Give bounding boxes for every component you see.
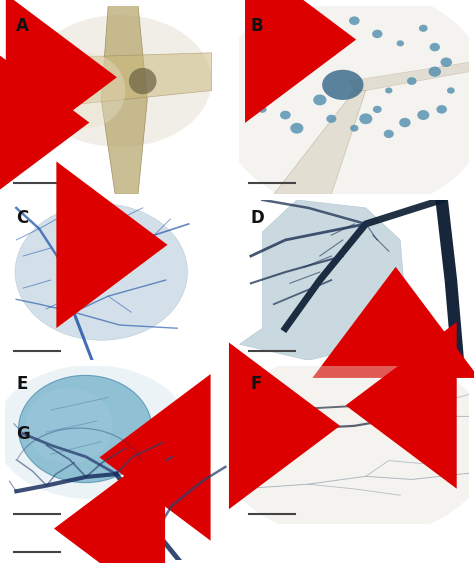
Ellipse shape (18, 376, 152, 482)
Circle shape (372, 30, 383, 38)
Text: C: C (16, 209, 28, 227)
Circle shape (419, 25, 428, 32)
Circle shape (397, 41, 404, 46)
Ellipse shape (15, 204, 188, 340)
Circle shape (429, 43, 440, 51)
Text: D: D (251, 209, 264, 227)
Ellipse shape (216, 0, 474, 213)
Circle shape (350, 125, 358, 132)
Circle shape (268, 42, 280, 52)
Polygon shape (274, 91, 366, 194)
Circle shape (313, 19, 327, 30)
Polygon shape (239, 200, 405, 360)
Circle shape (385, 87, 392, 93)
Ellipse shape (27, 15, 211, 147)
Circle shape (399, 118, 410, 127)
Circle shape (440, 57, 452, 67)
Circle shape (384, 129, 394, 138)
Circle shape (279, 23, 292, 33)
Ellipse shape (216, 350, 474, 539)
Circle shape (373, 106, 382, 113)
Text: G: G (16, 425, 30, 443)
Text: F: F (251, 376, 262, 394)
Circle shape (437, 105, 447, 114)
Circle shape (447, 87, 455, 93)
Circle shape (303, 35, 313, 44)
Circle shape (251, 85, 264, 96)
Polygon shape (27, 53, 211, 109)
Circle shape (417, 110, 429, 120)
Ellipse shape (129, 68, 156, 94)
Circle shape (258, 106, 266, 113)
Circle shape (349, 16, 360, 25)
Circle shape (326, 115, 337, 123)
Text: B: B (251, 17, 264, 35)
Text: E: E (16, 376, 27, 394)
Polygon shape (101, 6, 147, 194)
Ellipse shape (322, 70, 364, 100)
Ellipse shape (0, 365, 190, 499)
Polygon shape (350, 62, 469, 91)
Circle shape (290, 123, 303, 133)
Circle shape (313, 95, 327, 105)
Circle shape (259, 31, 266, 37)
Text: A: A (16, 17, 29, 35)
Circle shape (407, 77, 417, 85)
Circle shape (282, 78, 289, 84)
Circle shape (262, 61, 273, 70)
Circle shape (280, 111, 291, 119)
Ellipse shape (26, 388, 113, 464)
Circle shape (428, 66, 441, 77)
Circle shape (359, 113, 373, 124)
Ellipse shape (45, 53, 126, 128)
